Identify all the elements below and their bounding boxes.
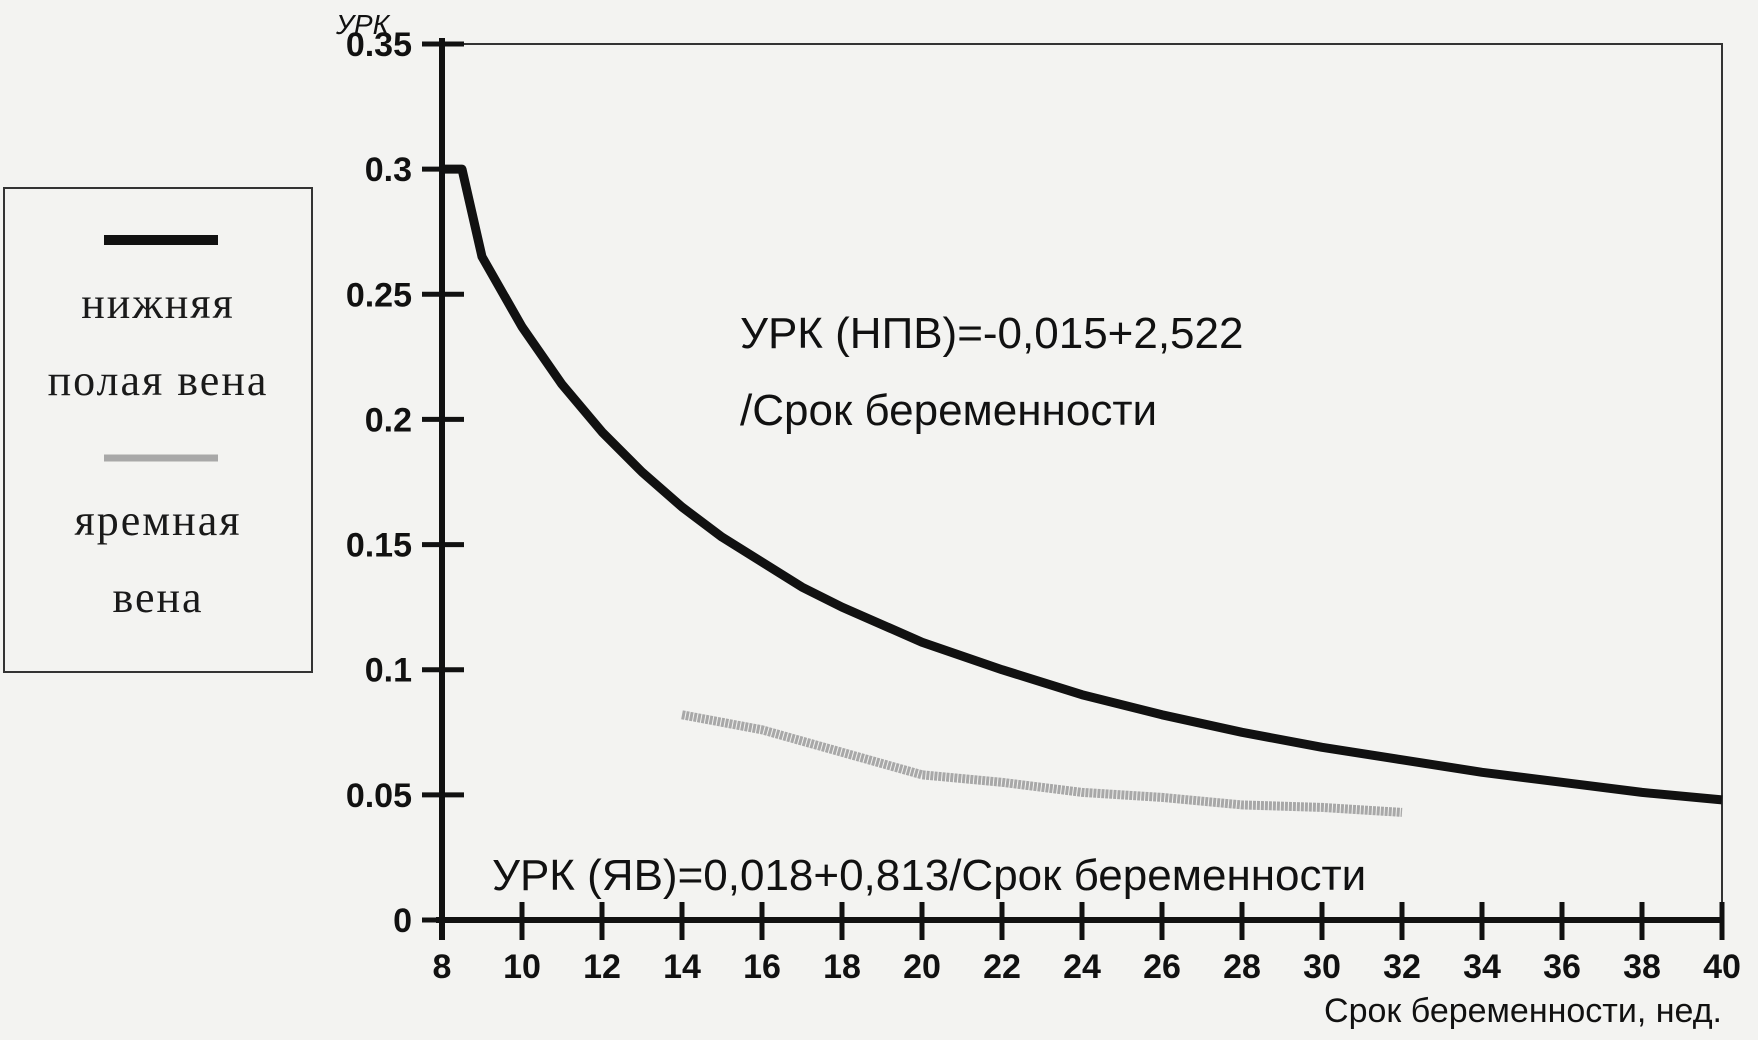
legend-box (3, 187, 313, 673)
x-tick-label: 30 (1303, 948, 1341, 986)
y-tick-label: 0 (393, 902, 412, 940)
legend-label-ivc-line-2: полая вена (48, 356, 269, 405)
y-axis-title: УРК (335, 9, 391, 40)
x-tick-label: 12 (583, 948, 621, 986)
x-tick-label: 20 (903, 948, 941, 986)
x-axis-title: Срок беременности, нед. (1324, 992, 1722, 1030)
x-tick-label: 32 (1383, 948, 1421, 986)
y-tick-label: 0.25 (346, 276, 412, 314)
x-tick-label: 24 (1063, 948, 1101, 986)
y-tick-label: 0.2 (365, 401, 412, 439)
series-line-jv (681, 710, 1403, 817)
y-ticks: 0 0.05 0.1 0.15 0.2 0.25 0.3 0.35 (346, 26, 464, 940)
x-ticks: 8 10 12 14 16 18 20 22 24 26 28 30 32 34 36 38 40 (433, 902, 1741, 986)
y-tick-label: 0.3 (365, 151, 412, 189)
x-tick-label: 18 (823, 948, 861, 986)
x-tick-label: 34 (1463, 948, 1501, 986)
series-layer (442, 164, 1723, 817)
x-tick-label: 26 (1143, 948, 1181, 986)
x-tick-label: 40 (1703, 948, 1741, 986)
x-tick-label: 22 (983, 948, 1021, 986)
x-tick-label: 28 (1223, 948, 1261, 986)
annotation-jv: УРК (ЯВ)=0,018+0,813/Срок беременности (492, 851, 1366, 900)
x-tick-label: 10 (503, 948, 541, 986)
x-tick-label: 8 (433, 948, 452, 986)
y-tick-label: 0.1 (365, 652, 412, 690)
x-tick-label: 14 (663, 948, 701, 986)
legend: нижняя полая вена яремная вена (3, 187, 313, 673)
series-line-ivc (442, 164, 1723, 805)
y-tick-label: 0.35 (346, 26, 412, 64)
legend-label-jv-line-1: яремная (75, 496, 242, 545)
y-tick-label: 0.15 (346, 527, 412, 565)
x-tick-label: 16 (743, 948, 781, 986)
x-tick-label: 36 (1543, 948, 1581, 986)
legend-label-jv-line-2: вена (112, 573, 203, 622)
y-tick-label: 0.05 (346, 777, 412, 815)
x-tick-label: 38 (1623, 948, 1661, 986)
annotation-ivc-line-1: УРК (НПВ)=-0,015+2,522 (740, 309, 1243, 358)
legend-label-ivc-line-1: нижняя (81, 279, 235, 328)
annotation-ivc-line-2: /Срок беременности (740, 386, 1157, 435)
